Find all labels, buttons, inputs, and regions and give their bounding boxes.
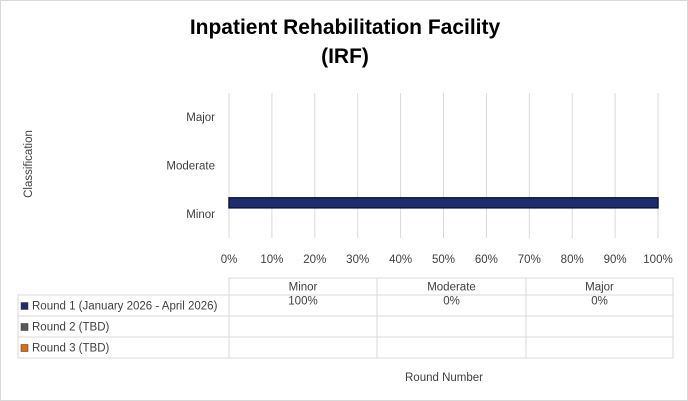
table-cell <box>376 315 527 338</box>
legend-swatch <box>20 344 29 352</box>
table-value: 0% <box>591 296 608 308</box>
table-value: 100% <box>288 296 317 308</box>
x-tick-label: 50% <box>432 254 455 266</box>
y-axis-label: Classification <box>23 130 35 198</box>
table-cell <box>228 315 378 338</box>
table-cell <box>228 336 378 359</box>
x-axis-label: Round Number <box>405 372 483 384</box>
x-tick-label: 0% <box>221 254 238 266</box>
y-tick-label: Minor <box>186 209 215 221</box>
x-tick-label: 40% <box>389 254 412 266</box>
x-tick-label: 30% <box>346 254 369 266</box>
table-header: Minor <box>289 282 318 294</box>
legend-label: Round 2 (TBD) <box>32 322 110 334</box>
x-tick-label: 60% <box>475 254 498 266</box>
table-header: Major <box>585 282 614 294</box>
bar <box>228 197 659 209</box>
table-header: Moderate <box>427 282 476 294</box>
x-tick-label: 20% <box>303 254 326 266</box>
table-cell <box>525 336 674 359</box>
y-tick-label: Moderate <box>166 161 215 173</box>
legend-label: Round 3 (TBD) <box>32 343 110 355</box>
legend-swatch <box>20 302 29 310</box>
x-tick-label: 70% <box>518 254 541 266</box>
legend-label: Round 1 (January 2026 - April 2026) <box>32 301 218 313</box>
table-value: 0% <box>443 296 460 308</box>
legend-swatch <box>20 323 29 331</box>
chart-title: Inpatient Rehabilitation Facility (IRF) <box>189 16 501 68</box>
y-tick-label: Major <box>186 112 215 124</box>
table-cell <box>376 336 527 359</box>
x-tick-label: 100% <box>643 254 672 266</box>
x-tick-label: 80% <box>561 254 584 266</box>
x-tick-label: 10% <box>260 254 283 266</box>
x-tick-label: 90% <box>604 254 627 266</box>
table-cell <box>525 315 674 338</box>
